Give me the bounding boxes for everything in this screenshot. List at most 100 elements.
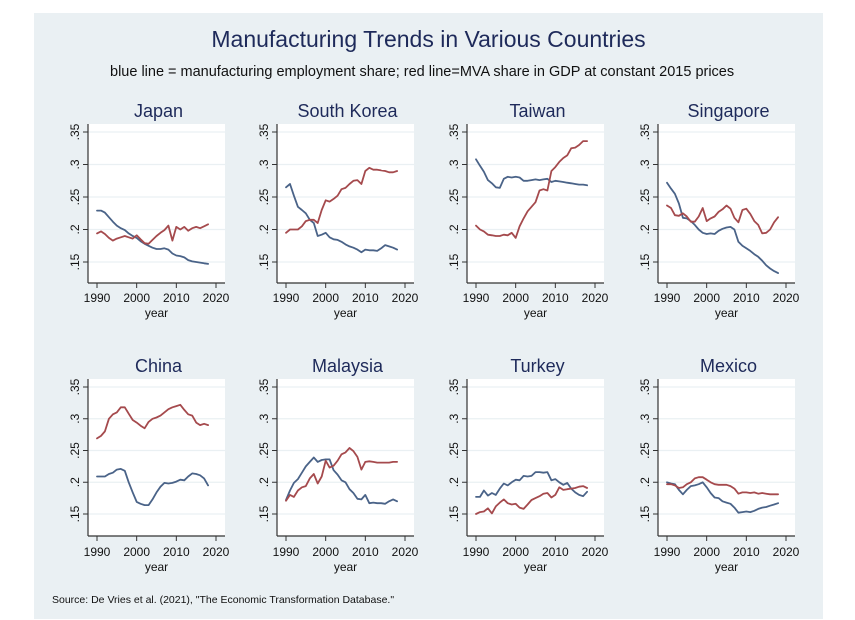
y-tick-label: .25 xyxy=(257,442,271,459)
y-tick-label: .2 xyxy=(638,477,652,487)
y-tick-label: .3 xyxy=(447,413,461,423)
y-tick-label: .2 xyxy=(68,224,82,234)
x-tick-label: 2020 xyxy=(773,545,800,559)
x-axis-label: year xyxy=(715,560,738,574)
y-tick-label: .25 xyxy=(68,442,82,459)
y-tick-label: .15 xyxy=(68,505,82,522)
mva-line xyxy=(475,485,588,515)
panel-title: Malaysia xyxy=(312,356,384,376)
y-tick-label: .15 xyxy=(447,505,461,522)
x-tick-label: 2020 xyxy=(773,291,800,305)
y-tick-label: .3 xyxy=(257,159,271,169)
chart-title: Manufacturing Trends in Various Countrie… xyxy=(211,26,646,52)
y-tick-label: .3 xyxy=(257,413,271,423)
y-tick-label: .3 xyxy=(638,413,652,423)
panel-title: Singapore xyxy=(687,101,769,121)
y-tick-label: .2 xyxy=(638,224,652,234)
panel-singapore: .15 .2 .25 .3 .35 1990 2000 2010 2020 year Singapo… xyxy=(638,101,800,320)
x-tick-label: 1990 xyxy=(84,291,111,305)
x-tick-label: 2000 xyxy=(123,545,150,559)
employment-line xyxy=(475,158,588,189)
x-axis-label: year xyxy=(524,306,547,320)
y-tick-label: .25 xyxy=(638,188,652,205)
x-tick-label: 2020 xyxy=(203,545,230,559)
x-axis-label: year xyxy=(715,306,738,320)
employment-line xyxy=(475,471,588,498)
x-tick-label: 1990 xyxy=(654,545,681,559)
y-tick-label: .25 xyxy=(638,442,652,459)
panel-mexico: .15 .2 .25 .3 .35 1990 2000 2010 2020 year Mexico xyxy=(638,356,800,574)
mva-line xyxy=(666,204,779,235)
panel-malaysia: .15 .2 .25 .3 .35 1990 2000 2010 2020 year Malaysi… xyxy=(257,356,419,574)
plot-area xyxy=(658,379,795,536)
panel-taiwan: .15 .2 .25 .3 .35 1990 2000 2010 2020 year Taiwan xyxy=(447,101,609,320)
mva-line xyxy=(475,140,588,239)
y-tick-label: .2 xyxy=(257,224,271,234)
employment-line xyxy=(285,183,399,254)
y-tick-label: .3 xyxy=(447,159,461,169)
x-tick-label: 2010 xyxy=(733,545,760,559)
y-tick-label: .25 xyxy=(447,442,461,459)
x-axis-label: year xyxy=(145,306,168,320)
x-tick-label: 2020 xyxy=(582,545,609,559)
y-tick-label: .25 xyxy=(68,188,82,205)
y-tick-label: .3 xyxy=(68,159,82,169)
y-tick-label: .15 xyxy=(638,253,652,270)
x-tick-label: 2020 xyxy=(392,545,419,559)
y-tick-label: .2 xyxy=(447,224,461,234)
panel-title: Mexico xyxy=(700,356,757,376)
y-tick-label: .35 xyxy=(638,123,652,140)
mva-line xyxy=(285,166,399,234)
y-tick-label: .25 xyxy=(447,188,461,205)
plot-area xyxy=(277,379,414,536)
x-tick-label: 2000 xyxy=(123,291,150,305)
y-tick-label: .3 xyxy=(68,413,82,423)
x-axis-label: year xyxy=(145,560,168,574)
y-tick-label: .15 xyxy=(68,253,82,270)
panel-title: Japan xyxy=(134,101,183,121)
y-tick-label: .25 xyxy=(257,188,271,205)
x-tick-label: 2000 xyxy=(502,545,529,559)
mva-line xyxy=(666,476,779,496)
panel-china: .15 .2 .25 .3 .35 1990 2000 2010 2020 year China xyxy=(68,356,230,574)
x-axis-label: year xyxy=(524,560,547,574)
plot-area xyxy=(88,124,225,283)
x-axis-label: year xyxy=(334,306,357,320)
y-tick-label: .2 xyxy=(447,477,461,487)
panel-title: Turkey xyxy=(510,356,564,376)
x-tick-label: 2010 xyxy=(542,545,569,559)
x-tick-label: 2010 xyxy=(163,291,190,305)
x-tick-label: 1990 xyxy=(463,545,490,559)
y-tick-label: .35 xyxy=(638,378,652,395)
employment-line xyxy=(96,209,210,265)
y-tick-label: .35 xyxy=(68,378,82,395)
x-tick-label: 2000 xyxy=(502,291,529,305)
x-tick-label: 1990 xyxy=(273,291,300,305)
y-tick-label: .3 xyxy=(638,159,652,169)
employment-line xyxy=(666,181,779,275)
panel-turkey: .15 .2 .25 .3 .35 1990 2000 2010 2020 year Turkey xyxy=(447,356,609,574)
x-tick-label: 1990 xyxy=(273,545,300,559)
chart-subtitle: blue line = manufacturing employment sha… xyxy=(110,64,735,80)
employment-line xyxy=(96,467,210,507)
mva-line xyxy=(96,403,210,440)
x-tick-label: 2000 xyxy=(312,545,339,559)
x-tick-label: 2020 xyxy=(203,291,230,305)
x-tick-label: 2010 xyxy=(352,545,379,559)
x-tick-label: 1990 xyxy=(463,291,490,305)
y-tick-label: .35 xyxy=(257,123,271,140)
mva-line xyxy=(96,223,210,245)
panel-title: South Korea xyxy=(297,101,398,121)
x-tick-label: 1990 xyxy=(654,291,681,305)
source-note: Source: De Vries et al. (2021), "The Eco… xyxy=(52,594,395,606)
y-tick-label: .35 xyxy=(447,123,461,140)
x-tick-label: 2010 xyxy=(163,545,190,559)
y-tick-label: .15 xyxy=(257,505,271,522)
panel-title: Taiwan xyxy=(509,101,565,121)
panel-japan: .15 .2 .25 .3 .35 1990 2000 2010 2020 year Japan xyxy=(68,101,230,320)
x-tick-label: 2010 xyxy=(733,291,760,305)
plot-area xyxy=(277,124,414,283)
y-tick-label: .15 xyxy=(447,253,461,270)
panel-south-korea: .15 .2 .25 .3 .35 1990 2000 2010 2020 year South K… xyxy=(257,101,419,320)
y-tick-label: .15 xyxy=(638,505,652,522)
